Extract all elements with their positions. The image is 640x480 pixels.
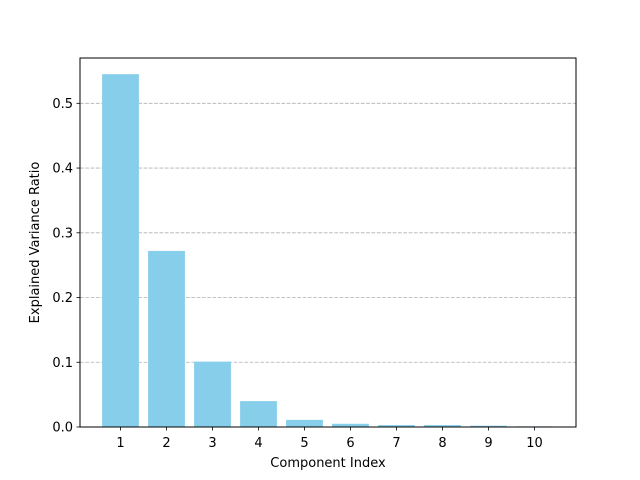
y-tick-label: 0.0 — [52, 421, 73, 436]
bar-component-5 — [286, 419, 323, 427]
bar-component-1 — [102, 74, 139, 428]
ticks-layer: 0.0 0.1 0.2 0.3 0.4 0.5 1 2 3 4 5 6 7 8 9 10 — [52, 97, 542, 451]
x-tick-label: 6 — [346, 436, 354, 451]
y-tick-label: 0.1 — [52, 356, 73, 371]
bars-layer — [102, 74, 553, 428]
bar-component-7 — [378, 425, 415, 427]
x-tick-label: 10 — [526, 436, 543, 451]
x-tick-label: 8 — [438, 436, 446, 451]
bar-component-8 — [424, 425, 461, 427]
y-tick-label: 0.3 — [52, 226, 73, 241]
y-tick-label: 0.2 — [52, 291, 73, 306]
bar-component-6 — [332, 423, 369, 427]
x-tick-label: 2 — [162, 436, 170, 451]
x-tick-label: 3 — [208, 436, 216, 451]
bar-component-4 — [240, 401, 277, 427]
x-tick-label: 5 — [300, 436, 308, 451]
x-axis-label: Component Index — [270, 456, 386, 471]
bar-component-2 — [148, 250, 185, 427]
bar-component-9 — [470, 425, 507, 427]
y-axis-label: Explained Variance Ratio — [28, 162, 43, 324]
x-tick-label: 1 — [116, 436, 124, 451]
x-tick-label: 4 — [254, 436, 262, 451]
y-tick-label: 0.5 — [52, 97, 73, 112]
plot-frame — [79, 57, 577, 428]
x-tick-label: 7 — [392, 436, 400, 451]
bar-component-3 — [194, 361, 231, 427]
x-tick-label: 9 — [484, 436, 492, 451]
y-tick-label: 0.4 — [52, 162, 73, 177]
